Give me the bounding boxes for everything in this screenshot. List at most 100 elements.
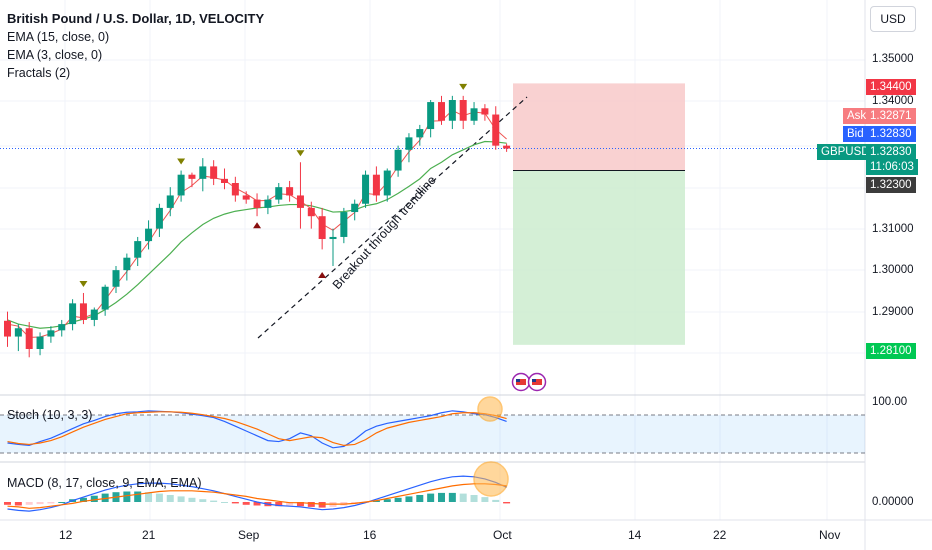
macd-histogram-bar: [459, 493, 467, 502]
reward-zone: [513, 170, 685, 345]
candle-body: [253, 199, 261, 208]
fractal-down-marker: [253, 222, 262, 229]
ema15-line: [7, 140, 507, 329]
candle-body: [4, 320, 11, 337]
candle-body: [427, 102, 435, 130]
candle-body: [123, 257, 131, 271]
candle-body: [177, 174, 185, 196]
symbol-title[interactable]: British Pound / U.S. Dollar, 1D, VELOCIT…: [7, 11, 265, 26]
macd-histogram-bar: [14, 502, 22, 506]
candle-body: [459, 100, 467, 121]
macd-histogram-bar: [4, 502, 11, 505]
macd-histogram-bar: [47, 502, 55, 504]
fractals-legend[interactable]: Fractals (2): [7, 66, 71, 80]
price-tick: 1.34000: [872, 95, 914, 107]
macd-histogram-bar: [166, 495, 174, 502]
price-tick: 1.31000: [872, 223, 914, 235]
stoch-highlight-circle: [477, 396, 503, 422]
candle-body: [503, 145, 511, 149]
ask-price-badge: 1.32871: [866, 108, 916, 124]
stoch-band: [0, 415, 865, 453]
ema15-legend[interactable]: EMA (15, close, 0): [7, 30, 110, 44]
candle-body: [69, 303, 77, 325]
bid-label: Bid: [843, 126, 868, 142]
macd-histogram-bar: [25, 502, 33, 505]
candle-body: [362, 174, 370, 204]
macd-histogram-bar: [221, 502, 228, 503]
macd-histogram-bar: [36, 502, 44, 505]
bid-price-badge: 1.32830: [866, 126, 916, 142]
fractal-up-marker: [296, 150, 305, 157]
macd-histogram-bar: [134, 491, 142, 502]
candle-body: [14, 328, 22, 337]
stoch-d-line: [7, 411, 507, 447]
entry-price-badge: 1.32300: [866, 177, 916, 193]
macd-histogram-bar: [307, 502, 315, 507]
candle-body: [242, 195, 250, 200]
candle-body: [25, 328, 33, 349]
price-tick: 1.30000: [872, 264, 914, 276]
candle-body: [155, 207, 163, 229]
stoch-label[interactable]: Stoch (10, 3, 3): [7, 408, 93, 422]
fractal-up-marker: [459, 83, 468, 90]
price-tick: 1.29000: [872, 306, 914, 318]
candle-body: [351, 203, 359, 213]
candle-body: [264, 199, 272, 208]
candle-body: [470, 108, 478, 121]
candle-body: [329, 236, 337, 240]
currency-button[interactable]: USD: [870, 6, 916, 32]
candle-body: [101, 286, 109, 310]
price-tick: 1.35000: [872, 53, 914, 65]
x-tick: 21: [142, 528, 156, 542]
macd-histogram-bar: [231, 502, 239, 504]
macd-histogram-bar: [372, 500, 380, 502]
macd-histogram-bar: [242, 502, 250, 505]
macd-histogram-bar: [101, 493, 109, 502]
macd-histogram-bar: [275, 502, 283, 507]
candle-body: [145, 228, 153, 242]
macd-histogram-bar: [383, 499, 391, 502]
candle-body: [231, 183, 239, 196]
macd-label[interactable]: MACD (8, 17, close, 9, EMA, EMA): [7, 476, 202, 490]
candle-body: [199, 166, 207, 179]
x-tick: 22: [713, 528, 727, 542]
macd-histogram-bar: [427, 493, 435, 502]
x-tick: Sep: [238, 528, 260, 542]
macd-histogram-bar: [155, 493, 163, 502]
macd-histogram-bar: [438, 492, 445, 502]
x-tick: 16: [363, 528, 377, 542]
macd-histogram-bar: [394, 497, 402, 502]
candle-body: [275, 187, 283, 200]
candle-body: [47, 330, 55, 337]
x-tick: 14: [628, 528, 642, 542]
candle-body: [166, 195, 174, 208]
candle-body: [307, 207, 315, 217]
macd-histogram-bar: [145, 492, 153, 502]
macd-level-label: 0.00000: [872, 496, 914, 508]
candle-body: [221, 178, 228, 183]
candle-body: [58, 324, 66, 331]
candle-body: [383, 170, 391, 196]
fractal-up-marker: [177, 158, 186, 165]
candle-body: [448, 100, 456, 121]
stoch-level-label: 100.00: [872, 396, 908, 408]
candle-body: [318, 216, 326, 240]
candle-body: [112, 270, 120, 287]
candle-body: [36, 336, 44, 349]
candle-body: [492, 114, 500, 146]
macd-histogram-bar: [492, 499, 500, 502]
candle-body: [79, 303, 87, 320]
fractal-down-marker: [318, 272, 327, 278]
candle-body: [188, 174, 196, 179]
x-tick: 12: [59, 528, 73, 542]
ema3-legend[interactable]: EMA (3, close, 0): [7, 48, 103, 62]
macd-histogram-bar: [79, 497, 87, 502]
macd-histogram-bar: [416, 495, 424, 502]
macd-histogram-bar: [481, 497, 489, 502]
stop-price-badge: 1.28100: [866, 343, 916, 359]
candle-body: [296, 195, 304, 208]
risk-zone: [513, 83, 685, 171]
macd-histogram-bar: [318, 502, 326, 508]
macd-histogram-bar: [286, 502, 294, 506]
